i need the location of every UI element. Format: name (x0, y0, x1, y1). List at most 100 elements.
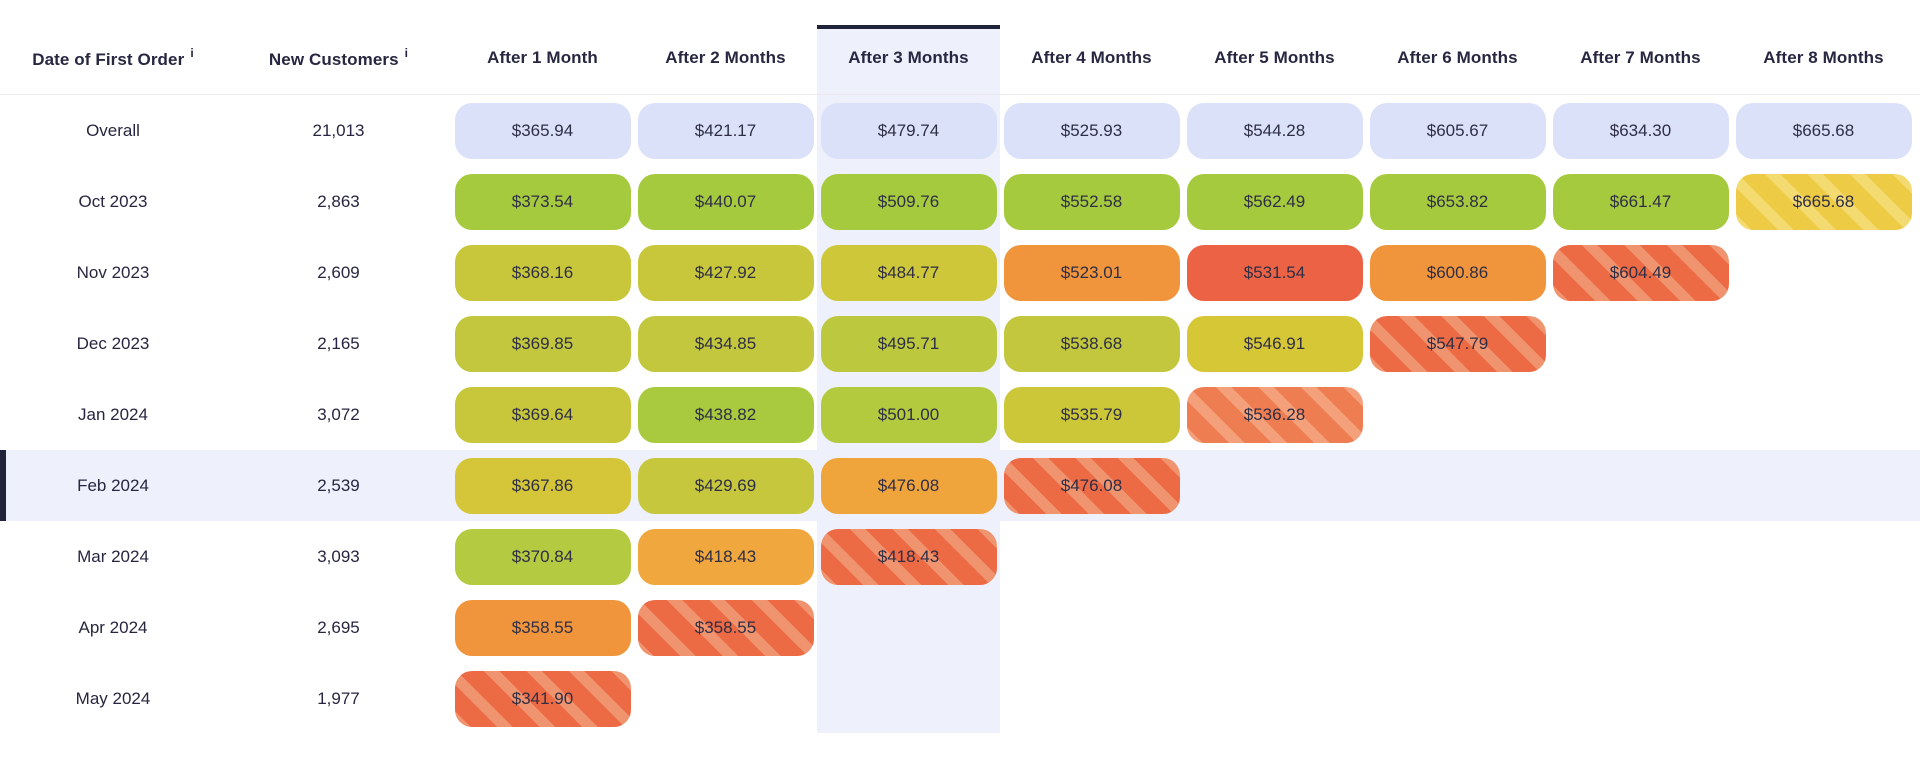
column-header-after-1-month[interactable]: After 1 Month (487, 48, 598, 67)
cohort-label: Dec 2023 (76, 333, 150, 353)
cohort-value-pill[interactable]: $634.30 (1552, 102, 1729, 159)
table-cell (1366, 663, 1549, 734)
table-cell: $341.90 (451, 663, 634, 734)
table-cell (1732, 237, 1915, 308)
cohort-value-pill[interactable]: $661.47 (1552, 173, 1729, 230)
cohort-value-pill[interactable]: $434.85 (637, 315, 814, 372)
cohort-value-pill[interactable]: $438.82 (637, 386, 814, 443)
cohort-value-pill[interactable]: $536.28 (1186, 386, 1363, 443)
cohort-value-pill[interactable]: $479.74 (820, 102, 997, 159)
cohort-value-pill[interactable]: $509.76 (820, 173, 997, 230)
cohort-value-pill[interactable]: $604.49 (1552, 244, 1729, 301)
cohort-value-pill[interactable]: $484.77 (820, 244, 997, 301)
new-customers-value: 2,609 (317, 262, 360, 282)
cohort-value-pill[interactable]: $531.54 (1186, 244, 1363, 301)
cohort-value-pill[interactable]: $421.17 (637, 102, 814, 159)
cohort-value-pill[interactable]: $427.92 (637, 244, 814, 301)
cohort-value-pill[interactable]: $535.79 (1003, 386, 1180, 443)
table-cell (1549, 308, 1732, 379)
table-cell: $600.86 (1366, 237, 1549, 308)
cohort-value-pill[interactable]: $546.91 (1186, 315, 1363, 372)
table-cell: $531.54 (1183, 237, 1366, 308)
cohort-value-pill[interactable]: $341.90 (454, 670, 631, 727)
cohort-value-pill[interactable]: $373.54 (454, 173, 631, 230)
table-row[interactable]: Oct 2023 2,863 $373.54 $440.07 $509.76 $552.5… (0, 166, 1920, 237)
cohort-table: Date of First Order i New Customers i Afte… (0, 46, 1920, 734)
new-customers-value: 3,072 (317, 404, 360, 424)
table-row[interactable]: Dec 2023 2,165 $369.85 $434.85 $495.71 $538.6… (0, 308, 1920, 379)
column-header-after-4-months[interactable]: After 4 Months (1031, 48, 1152, 67)
table-cell: $367.86 (451, 450, 634, 521)
table-cell: $484.77 (817, 237, 1000, 308)
column-header-after-7-months[interactable]: After 7 Months (1580, 48, 1701, 67)
cohort-value-pill[interactable]: $368.16 (454, 244, 631, 301)
cohort-value-pill[interactable]: $562.49 (1186, 173, 1363, 230)
cohort-value-pill[interactable]: $358.55 (454, 599, 631, 656)
table-cell: $605.67 (1366, 95, 1549, 166)
column-header-after-6-months[interactable]: After 6 Months (1397, 48, 1518, 67)
cohort-label: Feb 2024 (77, 475, 149, 495)
cohort-value-pill[interactable]: $476.08 (1003, 457, 1180, 514)
cohort-value-pill[interactable]: $525.93 (1003, 102, 1180, 159)
table-row[interactable]: Overall 21,013 $365.94 $421.17 $479.74 $525.9… (0, 95, 1920, 166)
column-header-after-2-months[interactable]: After 2 Months (665, 48, 786, 67)
cohort-value-pill[interactable]: $370.84 (454, 528, 631, 585)
table-cell: $479.74 (817, 95, 1000, 166)
table-cell (1549, 379, 1732, 450)
table-cell: $365.94 (451, 95, 634, 166)
table-cell: $369.64 (451, 379, 634, 450)
cohort-value-pill[interactable]: $365.94 (454, 102, 631, 159)
table-cell: $373.54 (451, 166, 634, 237)
cohort-value-pill[interactable]: $418.43 (637, 528, 814, 585)
table-cell (1549, 663, 1732, 734)
cohort-value-pill[interactable]: $600.86 (1369, 244, 1546, 301)
table-cell: $427.92 (634, 237, 817, 308)
column-header-date-of-first-order[interactable]: Date of First Order i (0, 46, 226, 70)
table-row[interactable]: Mar 2024 3,093 $370.84 $418.43 $418.43 (0, 521, 1920, 592)
cohort-value-pill[interactable]: $440.07 (637, 173, 814, 230)
table-cell (1000, 663, 1183, 734)
cohort-value-pill[interactable]: $538.68 (1003, 315, 1180, 372)
cohort-value-pill[interactable]: $665.68 (1735, 102, 1912, 159)
new-customers-value: 2,863 (317, 191, 360, 211)
table-cell (1732, 663, 1915, 734)
cohort-value-pill[interactable]: $501.00 (820, 386, 997, 443)
cohort-value-pill[interactable]: $665.68 (1735, 173, 1912, 230)
cohort-label: Oct 2023 (78, 191, 148, 211)
cohort-value-pill[interactable]: $476.08 (820, 457, 997, 514)
table-row[interactable]: Apr 2024 2,695 $358.55 $358.55 (0, 592, 1920, 663)
table-row[interactable]: May 2024 1,977 $341.90 (0, 663, 1920, 734)
cohort-label: Nov 2023 (76, 262, 150, 282)
table-row[interactable]: Feb 2024 2,539 $367.86 $429.69 $476.08 $476.0… (0, 450, 1920, 521)
cohort-value-pill[interactable]: $418.43 (820, 528, 997, 585)
cohort-value-pill[interactable]: $653.82 (1369, 173, 1546, 230)
table-cell (1000, 592, 1183, 663)
table-cell: $634.30 (1549, 95, 1732, 166)
table-cell (1366, 450, 1549, 521)
table-row[interactable]: Jan 2024 3,072 $369.64 $438.82 $501.00 $535.7… (0, 379, 1920, 450)
column-header-label: Date of First Order (32, 50, 185, 69)
column-header-after-3-months[interactable]: After 3 Months (848, 48, 969, 67)
cohort-value-pill[interactable]: $369.64 (454, 386, 631, 443)
table-cell (1732, 450, 1915, 521)
table-cell (817, 663, 1000, 734)
cohort-value-pill[interactable]: $552.58 (1003, 173, 1180, 230)
info-icon[interactable]: i (190, 46, 194, 60)
cohort-value-pill[interactable]: $429.69 (637, 457, 814, 514)
column-header-after-5-months[interactable]: After 5 Months (1214, 48, 1335, 67)
cohort-value-pill[interactable]: $547.79 (1369, 315, 1546, 372)
column-header-after-8-months[interactable]: After 8 Months (1763, 48, 1884, 67)
cohort-value-pill[interactable]: $523.01 (1003, 244, 1180, 301)
cohort-value-pill[interactable]: $358.55 (637, 599, 814, 656)
info-icon[interactable]: i (404, 46, 409, 60)
cohort-value-pill[interactable]: $367.86 (454, 457, 631, 514)
cohort-value-pill[interactable]: $544.28 (1186, 102, 1363, 159)
cohort-value-pill[interactable]: $369.85 (454, 315, 631, 372)
cohort-label: Mar 2024 (77, 546, 149, 566)
table-cell: $418.43 (817, 521, 1000, 592)
table-cell (1549, 450, 1732, 521)
cohort-value-pill[interactable]: $495.71 (820, 315, 997, 372)
cohort-value-pill[interactable]: $605.67 (1369, 102, 1546, 159)
column-header-new-customers[interactable]: New Customers i (226, 46, 451, 70)
table-row[interactable]: Nov 2023 2,609 $368.16 $427.92 $484.77 $523.0… (0, 237, 1920, 308)
